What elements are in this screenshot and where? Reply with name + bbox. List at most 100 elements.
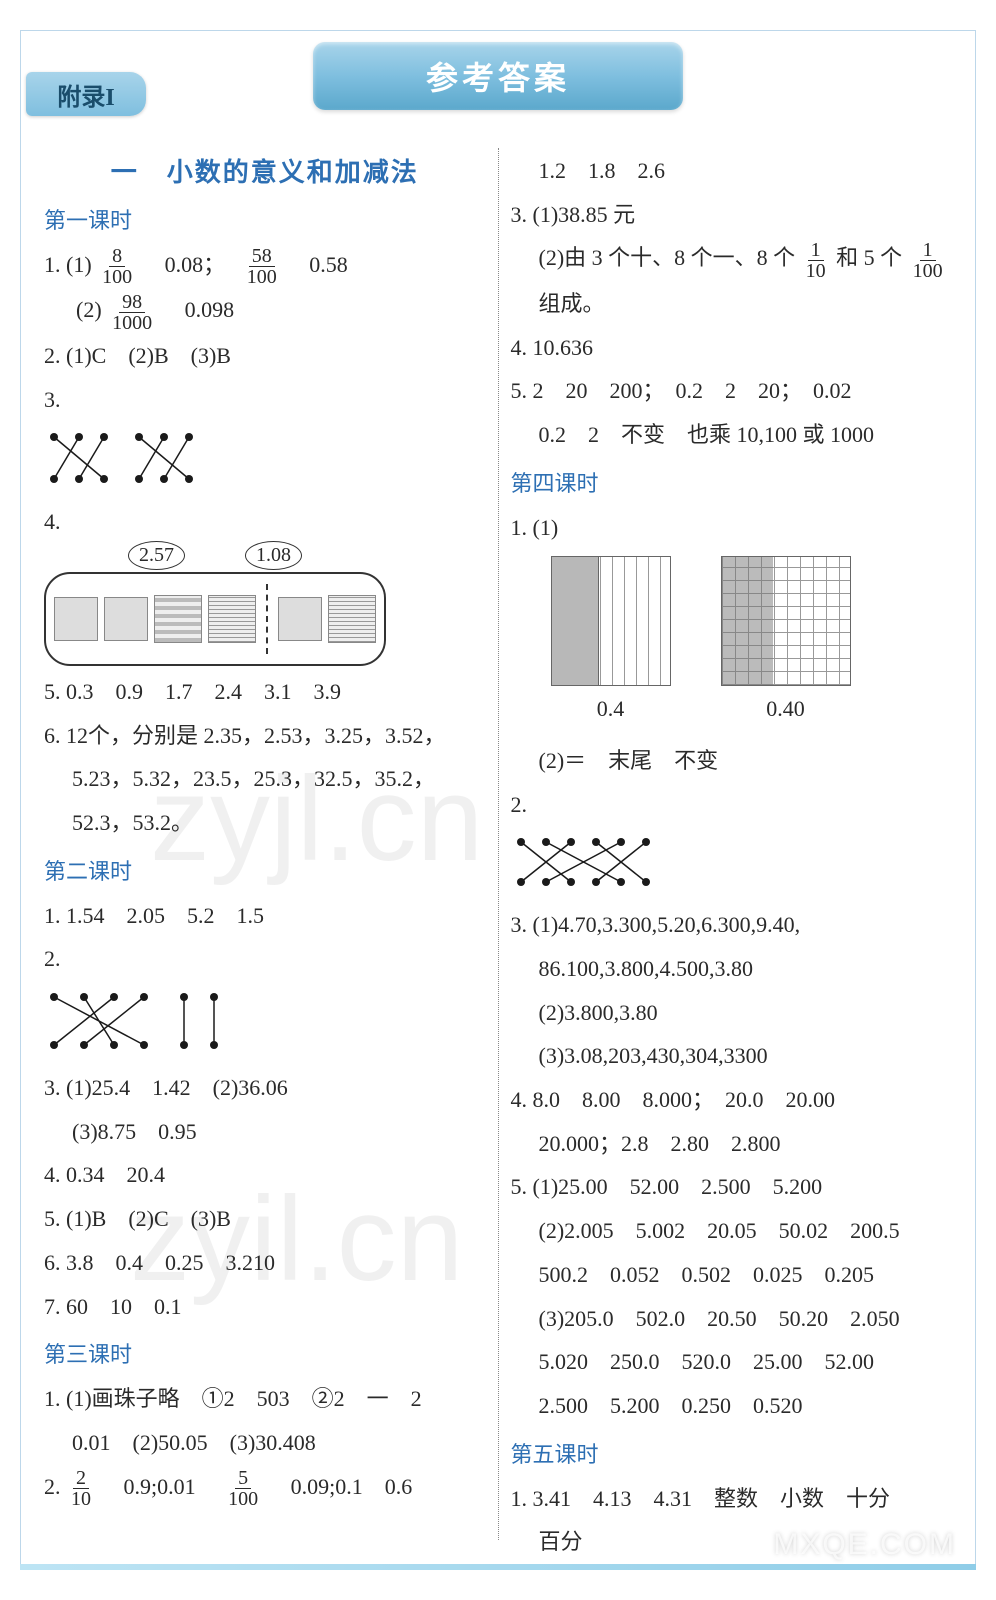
text: (2)由 3 个十、8 个一、8 个 [539,245,796,270]
l1-q4-label: 4. [44,502,486,543]
l2-q3b: (3)8.75 0.95 [44,1112,486,1153]
l4-q1: 1. (1) [511,508,953,549]
text: (2) [76,297,102,322]
text: 和 5 个 [836,245,902,270]
r-q3b: (2)由 3 个十、8 个一、8 个 110 和 5 个 1100 [511,238,953,280]
fraction: 110 [803,240,829,281]
den: 100 [99,267,135,287]
lesson5-title: 第五课时 [511,1437,953,1469]
l2-q7: 7. 60 10 0.1 [44,1287,486,1328]
num: 8 [109,246,125,267]
l4-q2-label: 2. [511,785,953,826]
number-model: 2.57 1.08 [44,549,486,666]
l4-q3d: (3)3.08,203,430,304,3300 [511,1036,953,1077]
l4-q5a: 5. (1)25.00 52.00 2.500 5.200 [511,1167,953,1208]
l4-q5c: 500.2 0.052 0.502 0.025 0.205 [511,1255,953,1296]
l5-q1a: 1. 3.41 4.13 4.31 整数 小数 十分 [511,1479,953,1520]
text: 1. (1) [44,252,92,277]
den: 100 [244,267,280,287]
footer-watermark: MXQE.COM [773,1528,956,1562]
l1-q1-1: 1. (1) 8100 0.08； 58100 0.58 [44,245,486,287]
r-q5a: 5. 2 20 200； 0.2 2 20； 0.02 [511,371,953,412]
text: 0.58 [309,252,348,277]
fraction: 1100 [910,240,946,281]
l2-q5: 5. (1)B (2)C (3)B [44,1199,486,1240]
num: 5 [235,1468,251,1489]
block-grid [328,595,376,643]
l4-q4a: 4. 8.0 8.00 8.000； 20.0 20.00 [511,1080,953,1121]
block-square [104,597,148,641]
bubble-1: 2.57 [128,541,185,570]
appendix-tab: 附录I [26,72,146,116]
lesson2-title: 第二课时 [44,854,486,886]
shaded-region [552,557,599,685]
lesson4-title: 第四课时 [511,466,953,498]
l4-q3c: (2)3.800,3.80 [511,993,953,1034]
l2-q6: 6. 3.8 0.4 0.25 3.210 [44,1243,486,1284]
matching-diagram-l2q2 [44,989,234,1053]
fraction: 981000 [109,292,155,333]
block-square [278,597,322,641]
text: 2. [44,1474,61,1499]
num: 58 [249,246,275,267]
l2-q2-label: 2. [44,939,486,980]
l1-q6b: 5.23，5.32，23.5，25.3，32.5，35.2， [44,759,486,800]
l2-q1: 1. 1.54 2.05 5.2 1.5 [44,896,486,937]
l4-q4b: 20.000；2.8 2.80 2.800 [511,1124,953,1165]
den: 100 [225,1489,261,1509]
model-capsule [44,572,386,666]
content-area: 一 小数的意义和加减法 第一课时 1. (1) 8100 0.08； 58100… [32,148,964,1540]
r-q4: 4. 10.636 [511,328,953,369]
r-cont: 1.2 1.8 2.6 [511,151,953,192]
num: 98 [119,292,145,313]
l1-q6a: 6. 12个，分别是 2.35，2.53，3.25，3.52， [44,716,486,757]
fraction: 58100 [244,246,280,287]
text: 0.098 [185,297,235,322]
block-flat [154,595,202,643]
lesson1-title: 第一课时 [44,203,486,235]
block-square [54,597,98,641]
text: 0.09;0.1 0.6 [291,1474,413,1499]
left-column: 一 小数的意义和加减法 第一课时 1. (1) 8100 0.08； 58100… [32,148,499,1540]
den: 100 [910,261,946,281]
l4-q3b: 86.100,3.800,4.500,3.80 [511,949,953,990]
l2-q3a: 3. (1)25.4 1.42 (2)36.06 [44,1068,486,1109]
right-column: 1.2 1.8 2.6 3. (1)38.85 元 (2)由 3 个十、8 个一… [499,148,965,1540]
lesson3-title: 第三课时 [44,1337,486,1369]
separator [266,584,268,654]
r-q3c: 组成。 [511,284,953,325]
header-banner: 参考答案 [313,42,683,110]
fraction: 5100 [225,1468,261,1509]
l1-q6c: 52.3，53.2。 [44,803,486,844]
num: 1 [808,240,824,261]
l4-q5e: 5.020 250.0 520.0 25.00 52.00 [511,1342,953,1383]
grid-fig-2: 0.40 [721,556,851,733]
den: 1000 [109,313,155,333]
l1-q1-2: (2) 981000 0.098 [44,290,486,332]
r-q3a: 3. (1)38.85 元 [511,195,953,236]
grid-label-1: 0.4 [551,689,671,730]
fraction: 210 [68,1468,94,1509]
section-title: 一 小数的意义和加减法 [44,152,486,189]
text: 0.9;0.01 [124,1474,196,1499]
l3-q1b: 0.01 (2)50.05 (3)30.408 [44,1423,486,1464]
text: 0.08； [165,252,215,277]
l4-q5b: (2)2.005 5.002 20.05 50.02 200.5 [511,1211,953,1252]
fraction: 8100 [99,246,135,287]
l1-q5: 5. 0.3 0.9 1.7 2.4 3.1 3.9 [44,672,486,713]
bubble-2: 1.08 [245,541,302,570]
matching-diagram-l1q3 [44,429,204,487]
r-q5b: 0.2 2 不变 也乘 10,100 或 1000 [511,415,953,456]
num: 2 [73,1468,89,1489]
grid-box-tenths [551,556,671,686]
num: 1 [920,240,936,261]
den: 10 [803,261,829,281]
l3-q1a: 1. (1)画珠子略 ①2 503 ②2 一 2 [44,1379,486,1420]
den: 10 [68,1489,94,1509]
grid-box-hundredths [721,556,851,686]
l1-q2: 2. (1)C (2)B (3)B [44,336,486,377]
grid-label-2: 0.40 [721,689,851,730]
l4-q1-2: (2)＝ 末尾 不变 [511,741,953,782]
l4-q5f: 2.500 5.200 0.250 0.520 [511,1386,953,1427]
matching-diagram-l4q2 [511,834,661,890]
